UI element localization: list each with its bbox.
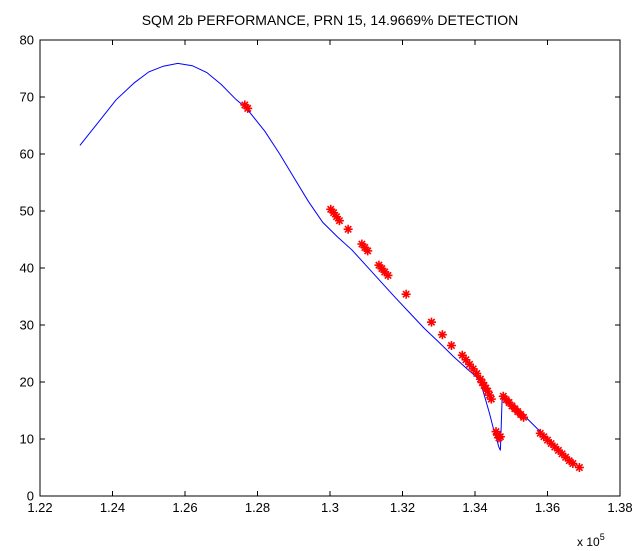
y-tick-label: 10: [20, 432, 34, 447]
y-tick-label: 50: [20, 204, 34, 219]
marker-group: [240, 100, 584, 472]
y-tick-label: 60: [20, 147, 34, 162]
chart-title: SQM 2b PERFORMANCE, PRN 15, 14.9669% DET…: [142, 12, 519, 28]
y-tick-label: 70: [20, 90, 34, 105]
y-tick-label: 0: [27, 489, 34, 504]
x-tick-label: 1.36: [535, 500, 560, 515]
data-point-marker: [243, 103, 253, 113]
x-tick-label: 1.32: [390, 500, 415, 515]
data-point-marker: [468, 364, 478, 374]
data-point-marker: [363, 246, 373, 256]
data-point-marker: [519, 412, 529, 422]
data-point-marker: [334, 216, 344, 226]
y-tick-label: 30: [20, 318, 34, 333]
x-tick-label: 1.26: [172, 500, 197, 515]
x-tick-label: 1.38: [607, 500, 632, 515]
x-exponent-power: 5: [600, 532, 605, 542]
data-point-marker: [486, 394, 496, 404]
data-point-marker: [568, 459, 578, 469]
x-tick-label: 1.24: [100, 500, 125, 515]
plot-area: [39, 39, 621, 497]
data-point-marker: [343, 224, 353, 234]
data-point-marker: [461, 355, 471, 365]
y-tick-label: 80: [20, 33, 34, 48]
data-point-marker: [427, 317, 436, 327]
data-point-marker: [472, 368, 482, 378]
data-point-marker: [446, 341, 456, 351]
data-point-marker: [437, 330, 447, 340]
tick-group: 1.22 1.24 1.26 1.28 1.3 1.32 1.34 1.36 1.38 0 10 20…: [20, 33, 633, 516]
x-tick-label: 1.3: [321, 500, 339, 515]
data-point-marker: [383, 270, 393, 280]
data-point-marker: [495, 432, 505, 442]
x-tick-label: 1.34: [462, 500, 487, 515]
y-tick-label: 20: [20, 375, 34, 390]
x-exponent-label: x 105: [577, 532, 605, 549]
x-tick-label: 1.22: [27, 500, 52, 515]
data-point-marker: [574, 463, 584, 472]
x-tick-label: 1.28: [245, 500, 270, 515]
x-exponent-base: x 10: [577, 535, 600, 549]
y-tick-label: 40: [20, 261, 34, 276]
data-point-marker: [401, 289, 411, 299]
